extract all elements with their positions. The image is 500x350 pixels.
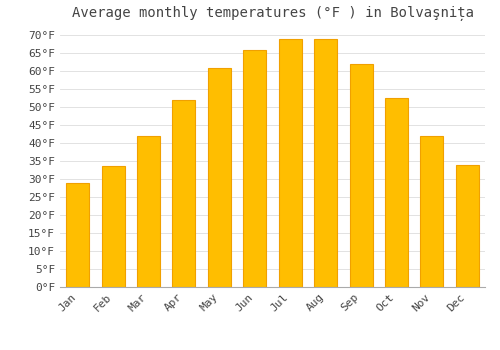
Bar: [66, 183, 89, 287]
Bar: [420, 136, 444, 287]
Bar: [208, 68, 231, 287]
Bar: [314, 39, 337, 287]
Bar: [456, 165, 479, 287]
Bar: [350, 64, 372, 287]
Title: Average monthly temperatures (°F ) in Bolvaşnița: Average monthly temperatures (°F ) in Bo…: [72, 6, 473, 21]
Bar: [172, 100, 196, 287]
Bar: [137, 136, 160, 287]
Bar: [278, 39, 301, 287]
Bar: [385, 98, 408, 287]
Bar: [102, 167, 124, 287]
Bar: [244, 50, 266, 287]
